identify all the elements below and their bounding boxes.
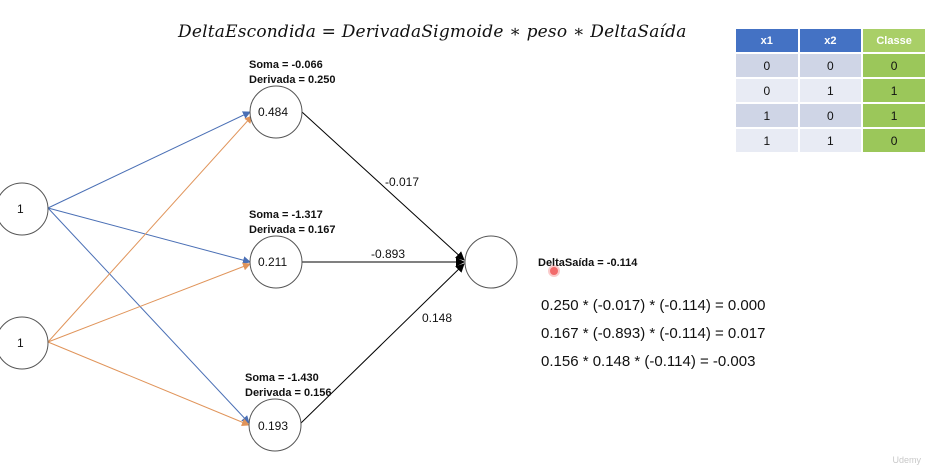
cell-x1: 1 [736,104,798,127]
table-row: 0 1 1 [736,79,925,102]
weight-hidden3-output: 0.148 [422,311,453,325]
hidden-2-derivada: Derivada = 0.167 [249,224,336,236]
xor-truth-table: x1 x2 Classe 0 0 0 0 1 1 1 0 1 1 1 0 [734,27,927,154]
edge-input1-hidden1 [47,111,251,209]
cell-classe: 0 [863,129,925,152]
edge-input1-hidden2 [47,207,251,265]
edge-input2-hidden1 [47,115,253,343]
equation-hidden-2: 0.167 * (-0.893) * (-0.114) = 0.017 [541,325,766,342]
hidden-node-2 [249,235,303,289]
table-header-row: x1 x2 Classe [736,29,925,52]
input-1-value: 1 [17,202,24,216]
hidden-1-derivada: Derivada = 0.250 [249,74,336,86]
cell-x2: 1 [799,129,862,152]
table-row: 0 0 0 [736,54,925,77]
edge-hidden3-output [299,263,465,425]
weight-hidden2-output: -0.893 [371,247,406,261]
cell-x2: 0 [799,104,862,127]
udemy-watermark: Udemy [892,455,921,465]
hidden-1-soma: Soma = -0.066 [249,59,323,71]
edge-input2-hidden2 [47,262,251,343]
cell-x1: 0 [736,79,798,102]
edge-input1-hidden3 [47,207,250,424]
hidden-3-soma: Soma = -1.430 [245,372,319,384]
cell-x2: 1 [799,79,862,102]
output-node [464,235,518,289]
table-row: 1 1 0 [736,129,925,152]
hidden-1-value: 0.484 [258,105,289,119]
cell-classe: 1 [863,79,925,102]
cell-x2: 0 [799,54,862,77]
hidden-node-3 [248,398,302,452]
cell-classe: 0 [863,54,925,77]
weight-hidden1-output: -0.017 [385,175,420,189]
input-2-value: 1 [17,336,24,350]
equation-hidden-1: 0.250 * (-0.017) * (-0.114) = 0.000 [541,297,766,314]
edge-input2-hidden3 [47,341,250,427]
cell-classe: 1 [863,104,925,127]
hidden-3-derivada: Derivada = 0.156 [245,387,332,399]
hidden-3-value: 0.193 [258,419,289,433]
hidden-node-1 [249,85,303,139]
equation-hidden-3: 0.156 * 0.148 * (-0.114) = -0.003 [541,353,756,370]
delta-hidden-formula: DeltaEscondida = DerivadaSigmoide ∗ peso… [178,22,687,42]
header-x1: x1 [736,29,798,52]
header-classe: Classe [863,29,925,52]
header-x2: x2 [799,29,862,52]
hidden-2-soma: Soma = -1.317 [249,209,323,221]
input-node-2 [0,316,49,370]
table-row: 1 0 1 [736,104,925,127]
pointer-highlight [550,267,558,275]
input-node-1 [0,182,49,236]
hidden-2-value: 0.211 [258,255,288,269]
edge-hidden1-output [301,111,465,261]
cell-x1: 0 [736,54,798,77]
cell-x1: 1 [736,129,798,152]
delta-saida-label: DeltaSaída = -0.114 [538,257,638,269]
